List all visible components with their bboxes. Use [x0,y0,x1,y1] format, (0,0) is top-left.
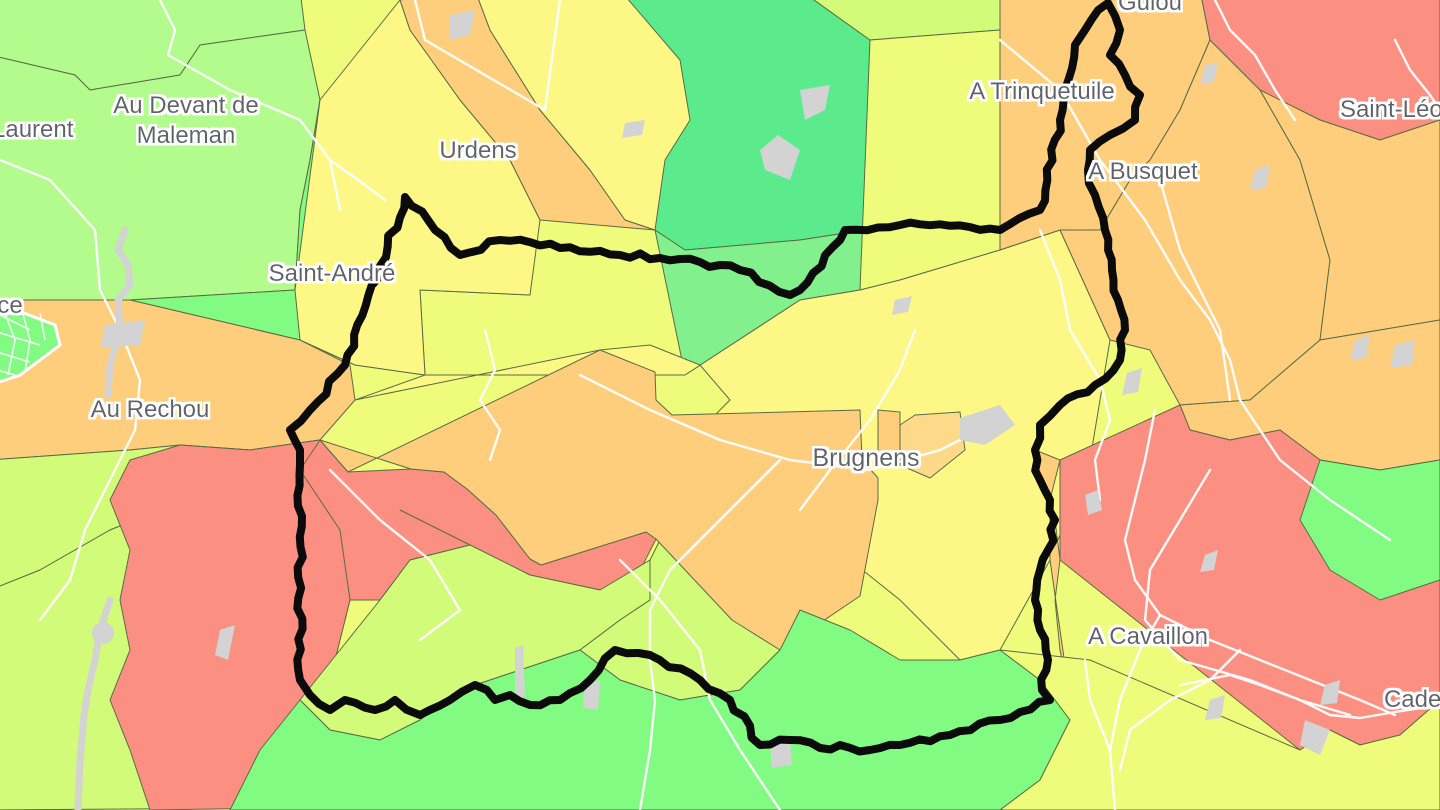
svg-text:ce: ce [0,292,23,319]
svg-text:Laurent: Laurent [0,116,74,143]
svg-text:A Cavaillon: A Cavaillon [1088,623,1208,650]
svg-text:Saint-Léon: Saint-Léon [1340,96,1440,123]
svg-text:Brugnens: Brugnens [812,444,919,472]
svg-text:Saint-André: Saint-André [269,260,396,287]
svg-text:Cadeil: Cadeil [1384,686,1440,713]
svg-text:A Trinquetuile: A Trinquetuile [969,78,1114,105]
svg-text:Au Rechou: Au Rechou [91,396,210,423]
svg-text:Urdens: Urdens [439,137,516,164]
svg-text:Guiou: Guiou [1118,0,1182,16]
svg-text:A Busquet: A Busquet [1088,158,1198,185]
svg-text:Au Devant de: Au Devant de [113,92,258,119]
svg-text:Maleman: Maleman [137,122,236,149]
